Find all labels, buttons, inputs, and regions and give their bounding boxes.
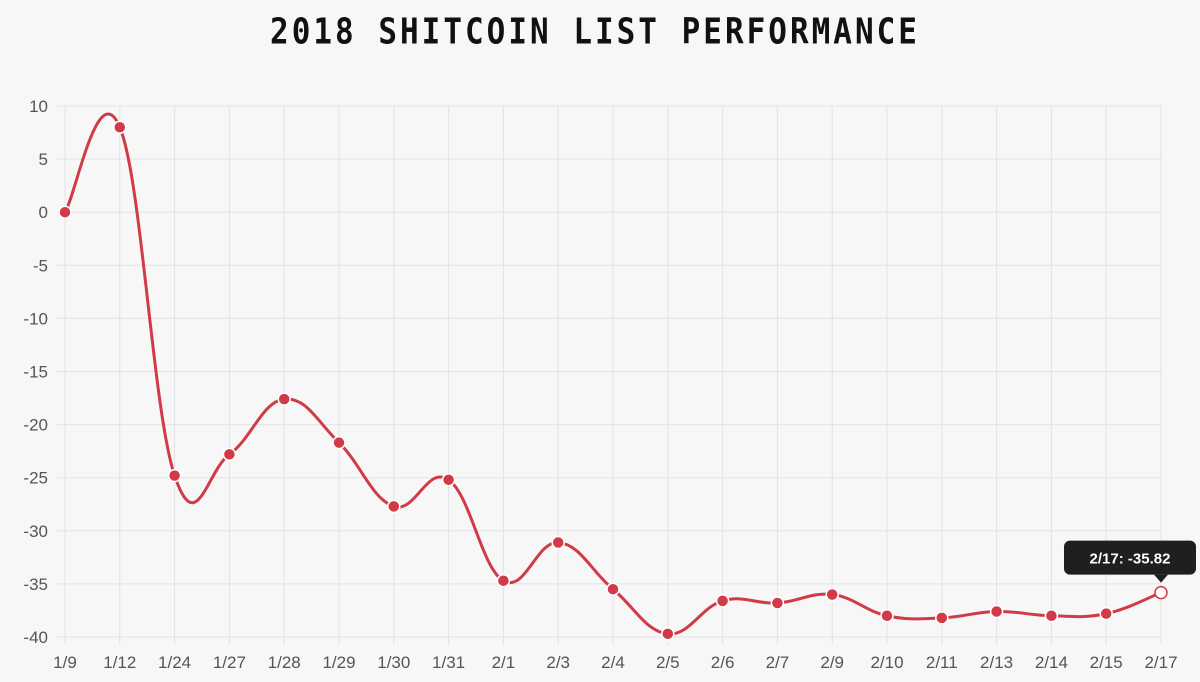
- x-tick-label: 2/5: [656, 653, 680, 672]
- x-tick-label: 1/12: [103, 653, 136, 672]
- x-tick-label: 2/6: [711, 653, 735, 672]
- y-tick-label: 10: [29, 97, 48, 116]
- data-point-2-6[interactable]: [715, 594, 730, 608]
- data-point-2-1[interactable]: [496, 573, 511, 588]
- x-tick-label: 2/9: [820, 653, 844, 672]
- y-tick-label: -20: [23, 416, 48, 435]
- y-axis: 10 5 0 -5 -10 -15 -20 -25 -30 -35 -40: [23, 97, 48, 647]
- x-tick-label: 1/28: [268, 653, 301, 672]
- y-tick-label: -5: [33, 256, 48, 275]
- x-tick-label: 2/7: [766, 653, 790, 672]
- tooltip-arrow: [1154, 574, 1168, 583]
- data-point-2-7[interactable]: [770, 596, 785, 610]
- x-tick-label: 1/31: [432, 653, 465, 672]
- y-tick-label: -40: [23, 628, 48, 647]
- x-tick-label: 2/3: [546, 653, 570, 672]
- data-point-1-30[interactable]: [387, 499, 401, 514]
- data-point-1-12[interactable]: [113, 120, 127, 134]
- data-point-1-24[interactable]: [167, 468, 182, 483]
- x-tick-label: 1/30: [377, 653, 410, 672]
- data-point-1-28[interactable]: [277, 392, 291, 406]
- y-tick-label: -30: [23, 522, 48, 541]
- x-tick-label: 2/13: [980, 653, 1013, 672]
- data-point-2-3[interactable]: [551, 535, 565, 550]
- data-point-1-27[interactable]: [222, 447, 237, 462]
- data-point-1-31[interactable]: [441, 473, 456, 487]
- y-tick-label: -15: [23, 363, 48, 382]
- y-tick-label: -35: [23, 575, 48, 594]
- y-tick-label: 0: [39, 203, 48, 222]
- tooltip-text: 2/17: -35.82: [1090, 551, 1171, 568]
- x-tick-label: 2/10: [870, 653, 903, 672]
- tooltip-box: [1064, 540, 1196, 575]
- data-point-2-5[interactable]: [661, 627, 675, 641]
- tooltip: 2/17: -35.82: [1064, 540, 1196, 583]
- data-points: [58, 120, 1168, 641]
- data-point-2-11[interactable]: [935, 611, 949, 625]
- x-tick-label: 2/11: [926, 653, 958, 672]
- y-tick-label: -10: [23, 309, 48, 328]
- data-point-1-9[interactable]: [58, 205, 72, 219]
- data-point-2-14[interactable]: [1044, 609, 1059, 623]
- data-point-2-17[interactable]: [1154, 585, 1168, 600]
- data-point-2-10[interactable]: [880, 609, 894, 623]
- x-tick-label: 2/17: [1144, 653, 1177, 672]
- x-tick-label: 2/14: [1035, 653, 1068, 672]
- x-tick-label: 1/27: [213, 653, 246, 672]
- x-tick-label: 1/9: [53, 653, 77, 672]
- data-point-1-29[interactable]: [332, 435, 346, 450]
- data-point-2-9[interactable]: [825, 587, 839, 602]
- data-point-2-4[interactable]: [606, 582, 620, 596]
- chart-title: 2018 SHITCOIN LIST PERFORMANCE: [270, 11, 920, 53]
- grid: [57, 105, 1162, 645]
- x-axis: 1/9 1/12 1/24 1/27 1/28 1/29 1/30 1/31 2/1 2/3 2/4…: [53, 653, 1177, 672]
- x-tick-label: 1/24: [158, 653, 191, 672]
- x-tick-label: 2/15: [1090, 653, 1123, 672]
- y-tick-label: -25: [23, 469, 48, 488]
- y-tick-label: 5: [39, 150, 48, 169]
- data-point-2-15[interactable]: [1099, 606, 1113, 621]
- x-tick-label: 1/29: [322, 653, 355, 672]
- data-point-2-13[interactable]: [989, 604, 1004, 619]
- x-tick-label: 2/4: [601, 653, 625, 672]
- x-tick-label: 2/1: [492, 653, 516, 672]
